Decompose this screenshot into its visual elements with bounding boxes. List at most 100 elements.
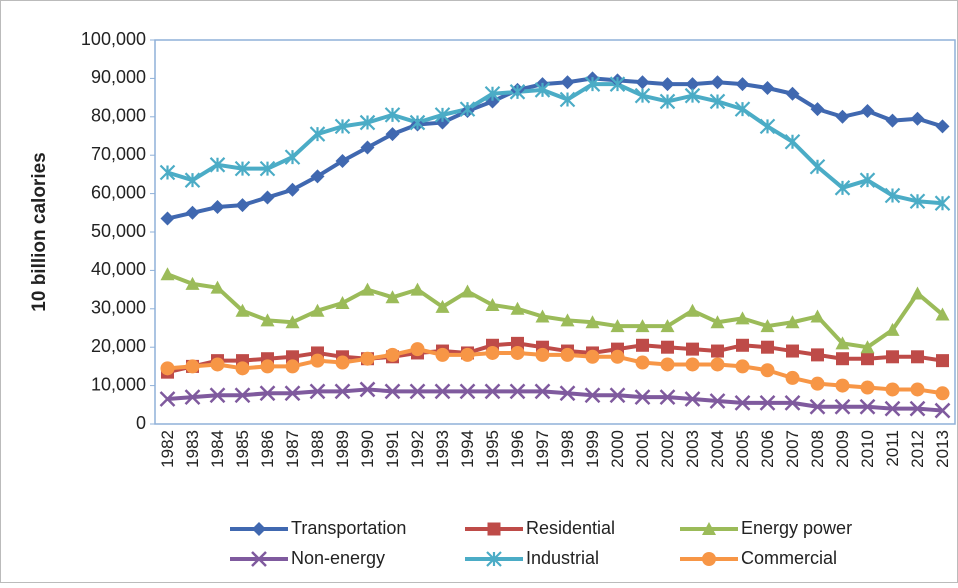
x-tick-label: 1996 <box>508 430 527 468</box>
marker <box>210 200 225 215</box>
y-tick-label: 50,000 <box>91 221 146 241</box>
marker <box>484 85 501 102</box>
marker <box>834 180 851 196</box>
marker <box>910 286 925 300</box>
marker <box>934 402 951 419</box>
y-tick-label: 100,000 <box>81 29 146 49</box>
marker <box>710 75 725 90</box>
marker <box>702 522 716 535</box>
marker <box>785 86 800 101</box>
marker <box>534 383 551 400</box>
marker <box>634 87 651 104</box>
marker <box>610 319 625 333</box>
marker <box>309 126 326 142</box>
marker <box>885 322 900 336</box>
legend-label: Industrial <box>526 548 599 568</box>
marker <box>335 153 350 168</box>
marker <box>609 76 626 92</box>
series-line <box>167 387 943 413</box>
marker <box>810 102 825 117</box>
x-tick-label: 2009 <box>833 430 852 468</box>
marker <box>210 357 225 372</box>
marker <box>635 319 650 333</box>
marker <box>334 383 351 400</box>
marker <box>686 342 699 356</box>
x-tick-label: 2000 <box>608 430 627 468</box>
marker <box>310 353 325 368</box>
marker <box>836 352 849 366</box>
marker <box>410 282 425 296</box>
marker <box>660 357 675 372</box>
x-tick-label: 1990 <box>358 430 377 468</box>
marker <box>259 160 276 177</box>
marker <box>209 157 226 173</box>
marker <box>252 522 266 536</box>
marker <box>702 552 716 566</box>
legend-label: Transportation <box>291 518 406 538</box>
marker <box>709 93 726 110</box>
marker <box>809 158 826 175</box>
marker <box>260 190 275 205</box>
marker <box>560 75 575 90</box>
x-tick-label: 1995 <box>483 430 502 468</box>
marker <box>736 338 749 352</box>
y-tick-label: 80,000 <box>91 106 146 126</box>
marker <box>184 172 201 188</box>
y-tick-label: 30,000 <box>91 298 146 318</box>
marker <box>635 355 650 370</box>
legend-label: Energy power <box>741 518 852 538</box>
marker <box>235 198 250 213</box>
x-tick-label: 1998 <box>558 430 577 468</box>
marker <box>259 385 276 402</box>
marker <box>784 394 801 411</box>
marker <box>761 340 774 354</box>
x-tick-label: 2010 <box>858 430 877 468</box>
marker <box>185 205 200 220</box>
marker <box>385 347 400 362</box>
x-tick-label: 2006 <box>758 430 777 468</box>
marker <box>485 345 500 360</box>
marker <box>385 290 400 304</box>
marker <box>909 400 926 417</box>
y-tick-label: 70,000 <box>91 144 146 164</box>
x-tick-label: 1989 <box>333 430 352 468</box>
marker <box>860 380 875 395</box>
marker <box>860 340 875 354</box>
marker <box>635 75 650 90</box>
marker <box>359 114 376 131</box>
marker <box>685 357 700 372</box>
marker <box>260 313 275 327</box>
marker <box>760 319 775 333</box>
marker <box>360 351 375 366</box>
marker <box>160 211 175 226</box>
marker <box>585 349 600 364</box>
legend-label: Commercial <box>741 548 837 568</box>
marker <box>285 315 300 329</box>
marker <box>435 299 450 313</box>
marker <box>784 133 801 150</box>
marker <box>734 101 751 117</box>
marker <box>584 76 601 92</box>
marker <box>834 398 851 415</box>
marker <box>684 391 701 407</box>
marker <box>810 376 825 391</box>
marker <box>585 315 600 329</box>
marker <box>535 309 550 323</box>
x-tick-label: 1983 <box>183 430 202 468</box>
marker <box>735 311 750 325</box>
marker <box>285 182 300 197</box>
marker <box>885 382 900 397</box>
marker <box>661 340 674 354</box>
marker <box>384 107 401 123</box>
marker <box>260 359 275 374</box>
x-tick-label: 1984 <box>208 430 227 468</box>
marker <box>735 77 750 92</box>
marker <box>710 315 725 329</box>
marker <box>487 522 501 536</box>
marker <box>209 387 226 404</box>
x-tick-label: 2001 <box>633 430 652 468</box>
marker <box>835 378 850 393</box>
marker <box>584 387 601 404</box>
marker <box>935 386 950 401</box>
